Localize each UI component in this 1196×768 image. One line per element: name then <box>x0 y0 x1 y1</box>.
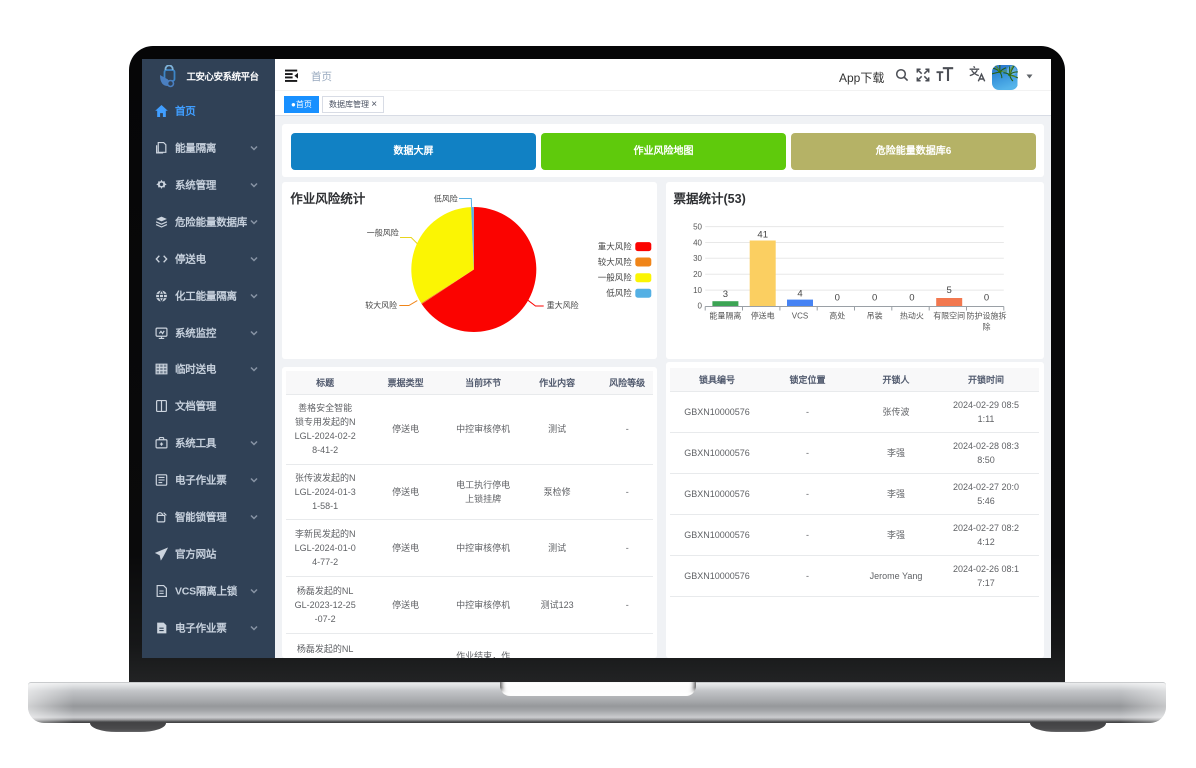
svg-text:41: 41 <box>757 230 768 241</box>
svg-text:4: 4 <box>797 289 802 300</box>
svg-text:0: 0 <box>983 293 988 304</box>
svg-text:一般风险: 一般风险 <box>598 273 633 283</box>
svg-text:3: 3 <box>722 289 727 300</box>
svg-text:0: 0 <box>871 293 876 304</box>
svg-text:重大风险: 重大风险 <box>598 241 633 251</box>
svg-text:30: 30 <box>693 254 702 263</box>
svg-text:0: 0 <box>697 302 702 311</box>
svg-text:较大风险: 较大风险 <box>365 300 397 310</box>
svg-text:重大风险: 重大风险 <box>547 300 579 310</box>
svg-text:10: 10 <box>693 286 702 295</box>
svg-text:0: 0 <box>909 293 914 304</box>
svg-text:能量隔离: 能量隔离 <box>709 311 741 321</box>
svg-text:吊装: 吊装 <box>866 311 882 321</box>
svg-text:0: 0 <box>834 293 839 304</box>
svg-text:有限空间: 有限空间 <box>933 311 965 321</box>
svg-text:防护设施拆: 防护设施拆 <box>966 311 1006 321</box>
svg-text:热动火: 热动火 <box>899 311 923 321</box>
svg-text:停送电: 停送电 <box>750 311 774 321</box>
svg-text:低风险: 低风险 <box>434 193 458 203</box>
svg-text:高处: 高处 <box>829 311 845 321</box>
svg-text:20: 20 <box>693 270 702 279</box>
svg-text:VCS: VCS <box>791 312 807 321</box>
svg-text:较大风险: 较大风险 <box>598 257 633 267</box>
svg-text:除: 除 <box>982 322 990 332</box>
svg-text:50: 50 <box>693 222 702 231</box>
svg-text:低风险: 低风险 <box>606 288 632 298</box>
svg-text:5: 5 <box>946 285 951 296</box>
svg-text:40: 40 <box>693 238 702 247</box>
svg-text:一般风险: 一般风险 <box>367 227 399 237</box>
